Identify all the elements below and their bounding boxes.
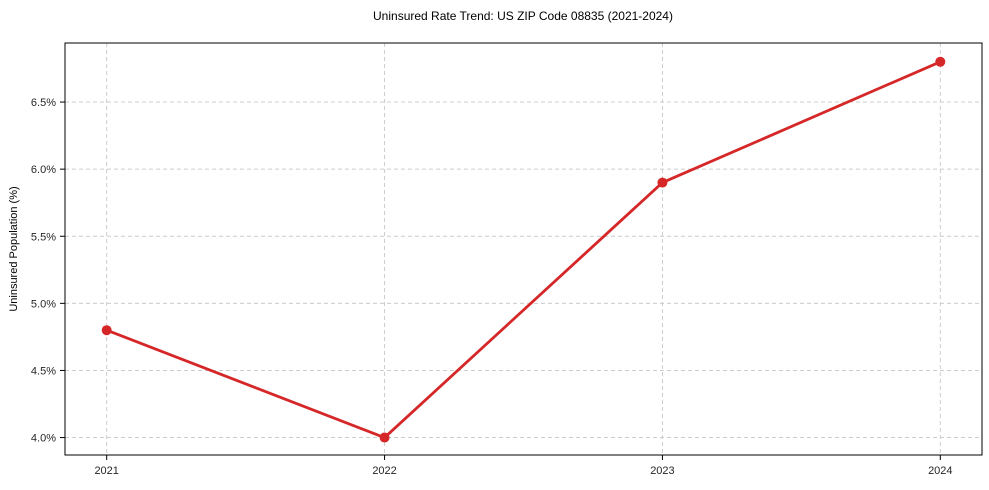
x-tick-label: 2023	[650, 465, 674, 477]
x-tick-label: 2022	[372, 465, 396, 477]
trend-line	[105, 60, 942, 439]
data-point-2021	[101, 325, 112, 336]
x-tick-label: 2024	[928, 465, 952, 477]
data-point-2023	[657, 177, 668, 188]
y-tick-label: 4.5%	[31, 365, 56, 377]
chart-title: Uninsured Rate Trend: US ZIP Code 08835 …	[373, 9, 673, 23]
data-point-2024	[935, 56, 946, 67]
x-tick-label: 2021	[94, 465, 118, 477]
y-tick-label: 4.0%	[31, 433, 56, 445]
y-tick-label: 6.5%	[31, 97, 56, 109]
data-point-2022	[379, 432, 390, 443]
y-tick-label: 5.5%	[31, 231, 56, 243]
plot-border	[64, 42, 983, 456]
y-tick-label: 5.0%	[31, 298, 56, 310]
y-tick-label: 6.0%	[31, 164, 56, 176]
